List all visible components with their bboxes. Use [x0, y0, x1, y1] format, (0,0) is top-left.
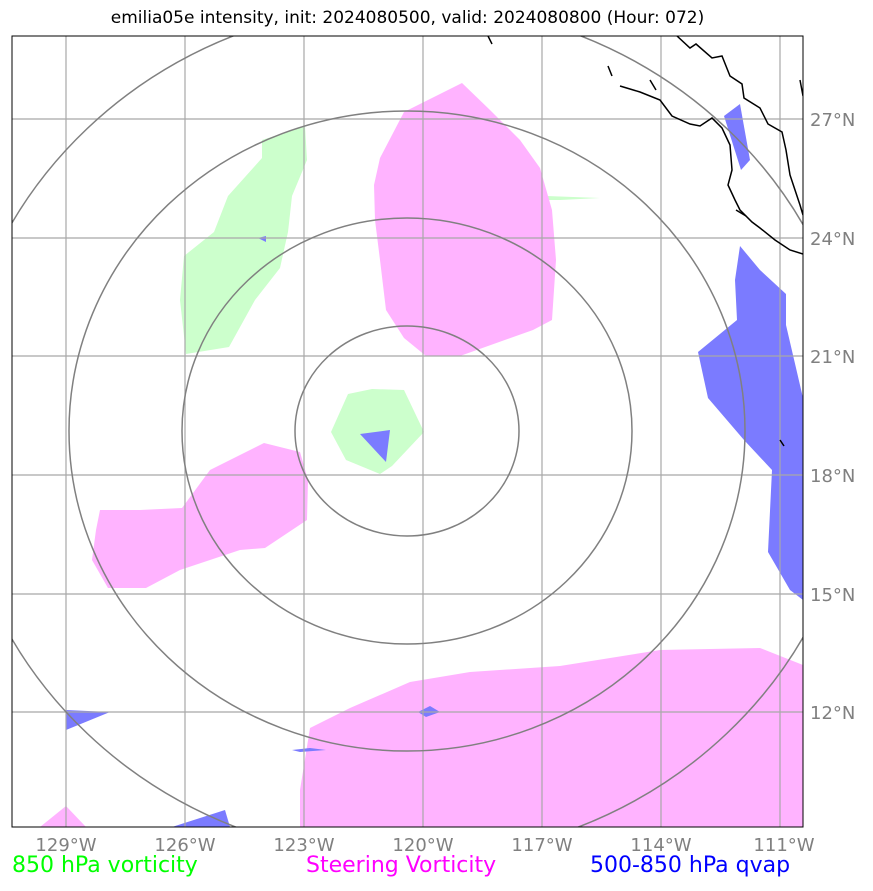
steering-vorticity-contours — [40, 83, 803, 827]
coastline-baja-west — [619, 85, 803, 255]
lat-label: 21°N — [810, 347, 855, 368]
plot-frame — [11, 35, 804, 828]
qvap-sw — [66, 710, 110, 730]
lon-label: 111°W — [753, 835, 814, 856]
map-title: emilia05e intensity, init: 2024080500, v… — [110, 8, 705, 28]
range-ring-2 — [181, 217, 633, 645]
longitude-labels: 129°W 126°W 123°W 120°W 117°W 114°W 111°… — [35, 835, 814, 856]
lat-label: 27°N — [810, 110, 855, 131]
legend-qvap: 500-850 hPa qvap — [590, 853, 791, 878]
coastline — [487, 36, 803, 447]
range-ring-1 — [294, 325, 520, 537]
steering-vorticity-north — [374, 83, 556, 356]
vorticity-850-core — [331, 389, 424, 474]
qvap-s2 — [292, 748, 326, 752]
steering-vorticity-sw — [40, 806, 86, 827]
lat-label: 18°N — [810, 466, 855, 487]
lat-label: 15°N — [810, 585, 855, 606]
lon-label: 120°W — [392, 835, 453, 856]
lat-label: 24°N — [810, 229, 855, 250]
lon-label: 129°W — [35, 835, 96, 856]
range-rings — [12, 36, 803, 827]
qvap-s3 — [172, 810, 230, 827]
latitude-labels: 27°N 24°N 21°N 18°N 15°N 12°N — [810, 110, 855, 724]
lon-label: 126°W — [154, 835, 215, 856]
qvap-east — [698, 246, 803, 600]
legend-steering-vorticity: Steering Vorticity — [306, 853, 497, 878]
vorticity-850-contours — [180, 126, 600, 474]
coastline-baja — [676, 36, 803, 216]
steering-vorticity-south — [300, 648, 803, 827]
vorticity-850-north — [180, 126, 307, 354]
qvap-core — [360, 430, 390, 462]
coastline-california — [487, 36, 493, 45]
lon-label: 123°W — [273, 835, 334, 856]
lat-label: 12°N — [810, 703, 855, 724]
lon-label: 117°W — [511, 835, 572, 856]
legend-vorticity-850: 850 hPa vorticity — [12, 853, 198, 878]
gridlines — [12, 36, 803, 827]
qvap-baja — [724, 104, 750, 170]
lon-label: 114°W — [630, 835, 691, 856]
range-ring-3 — [68, 110, 746, 752]
coastline-islands — [607, 65, 785, 447]
